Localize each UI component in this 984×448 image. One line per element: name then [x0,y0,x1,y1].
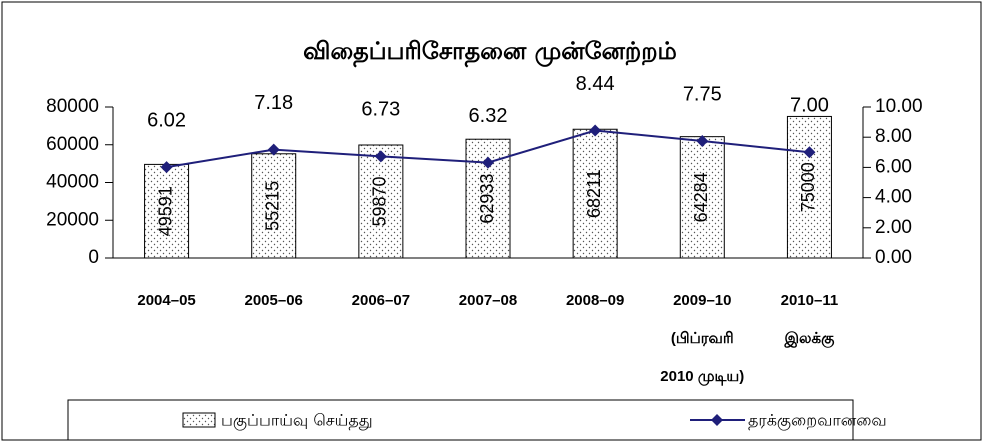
legend-swatch [182,412,216,428]
data-label: 7.75 [683,83,722,105]
line-marker [160,161,173,174]
bar-label: 55215 [262,181,282,231]
bar [679,136,725,259]
data-label: 6.02 [147,109,186,131]
y-tick-label: 40000 [46,172,99,193]
y-tick-label: 20000 [46,209,99,230]
line-marker [803,146,816,159]
x-tick-label: 2006–07 [351,292,411,309]
data-label: 6.73 [361,99,400,121]
legend-label: பகுப்பாய்வு செய்தது [221,411,373,431]
x-tick-label: 2007–08 [458,292,518,309]
y-tick-label: 80000 [46,96,99,117]
x-tick-label: 2004–05 [137,292,196,309]
line-marker [589,124,602,137]
x-tick-label: 2005–06 [244,292,303,309]
y2-tick-label: 8.00 [875,126,912,147]
line-marker [374,150,387,163]
x-tick-label: 2009–10 (பிப்ரவரி 2010 முடிய) [660,292,745,385]
legend-label: தரக்குறைவானவை [748,411,887,431]
bar [572,128,618,259]
x-tick-label: 2010–11 இலக்கு [780,292,839,347]
bar-label: 62933 [477,174,497,224]
line-marker [696,134,709,147]
y2-tick-label: 6.00 [875,156,912,177]
bar-label: 68211 [584,169,604,218]
data-label: 6.32 [469,105,508,127]
legend-marker [711,414,723,426]
y2-tick-label: 10.00 [875,96,923,117]
line-marker [482,156,494,169]
bar [144,163,190,259]
bar [358,144,404,259]
y-tick-label: 0 [88,247,99,268]
line-marker [267,143,280,156]
bar [786,115,832,259]
bar-label: 75000 [798,162,818,212]
data-label: 7.18 [254,92,293,114]
bar-label: 59870 [370,176,390,226]
y2-tick-label: 0.00 [875,247,912,268]
data-label: 7.00 [790,95,829,117]
y2-tick-label: 4.00 [875,187,912,208]
chart-title: விதைப்பரிசோதனை முன்னேற்றம் [303,37,677,68]
x-tick-label: 2008–09 [565,292,625,309]
data-label: 8.44 [576,73,615,95]
y-tick-label: 60000 [46,134,99,155]
y2-tick-label: 2.00 [875,217,912,238]
bar-label: 64284 [691,172,711,222]
bar-label: 49591 [155,186,175,236]
